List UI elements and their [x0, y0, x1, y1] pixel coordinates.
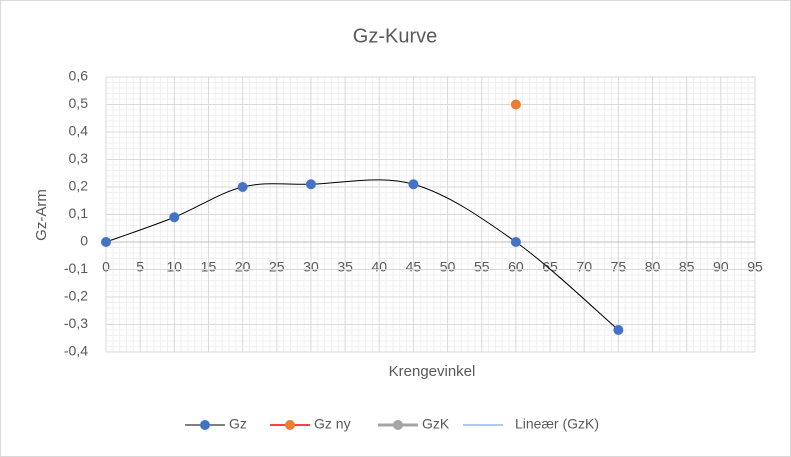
y-tick-label: 0,5 — [69, 95, 89, 111]
chart-title: Gz-Kurve — [353, 25, 437, 47]
x-axis-title: Krengevinkel — [389, 363, 476, 380]
y-axis-title: Gz-Arm — [33, 189, 50, 241]
data-point — [169, 212, 180, 223]
y-tick-label: 0,3 — [69, 150, 89, 166]
y-tick-label: 0,6 — [69, 68, 89, 84]
legend-item: GzK — [378, 416, 450, 432]
y-tick-label: 0 — [80, 233, 88, 249]
x-tick-label: 40 — [371, 259, 387, 275]
legend-label: Lineær (GzK) — [515, 416, 599, 432]
legend-item: Lineær (GzK) — [463, 416, 599, 432]
x-tick-label: 45 — [406, 259, 422, 275]
legend-label: Gz ny — [314, 416, 351, 432]
legend-label: GzK — [422, 416, 450, 432]
x-tick-label: 60 — [508, 259, 524, 275]
data-point — [101, 237, 111, 247]
x-tick-label: 25 — [269, 259, 285, 275]
y-tick-label: -0,3 — [64, 315, 88, 331]
x-tick-label: 95 — [747, 259, 763, 275]
legend-marker — [200, 420, 210, 430]
x-tick-label: 55 — [474, 259, 490, 275]
y-tick-label: 0,1 — [69, 205, 89, 221]
x-tick-label: 20 — [235, 259, 251, 275]
legend-item: Gz — [185, 416, 247, 432]
legend-marker — [393, 420, 403, 430]
x-tick-label: 75 — [611, 259, 627, 275]
legend-label: Gz — [229, 416, 247, 432]
y-tick-label: 0,2 — [69, 178, 89, 194]
legend-marker — [285, 420, 295, 430]
y-tick-label: 0,4 — [69, 123, 89, 139]
x-tick-label: 10 — [167, 259, 183, 275]
x-tick-label: 30 — [303, 259, 319, 275]
y-tick-label: -0,4 — [64, 343, 88, 359]
x-tick-label: 80 — [645, 259, 661, 275]
y-tick-label: -0,1 — [64, 260, 88, 276]
data-point — [510, 237, 521, 247]
data-point — [408, 179, 419, 190]
x-tick-label: 0 — [102, 259, 110, 275]
legend-item: Gz ny — [270, 416, 351, 432]
data-point — [510, 99, 521, 110]
data-point — [237, 182, 248, 192]
x-tick-label: 5 — [136, 259, 144, 275]
x-tick-label: 90 — [713, 259, 729, 275]
x-tick-label: 35 — [337, 259, 353, 275]
x-tick-label: 65 — [542, 259, 558, 275]
x-tick-label: 70 — [576, 259, 592, 275]
x-tick-label: 85 — [679, 259, 695, 275]
data-point — [305, 179, 316, 190]
x-tick-label: 15 — [201, 259, 217, 275]
data-point — [613, 325, 624, 335]
x-tick-label: 50 — [440, 259, 456, 275]
y-tick-label: -0,2 — [64, 288, 88, 304]
